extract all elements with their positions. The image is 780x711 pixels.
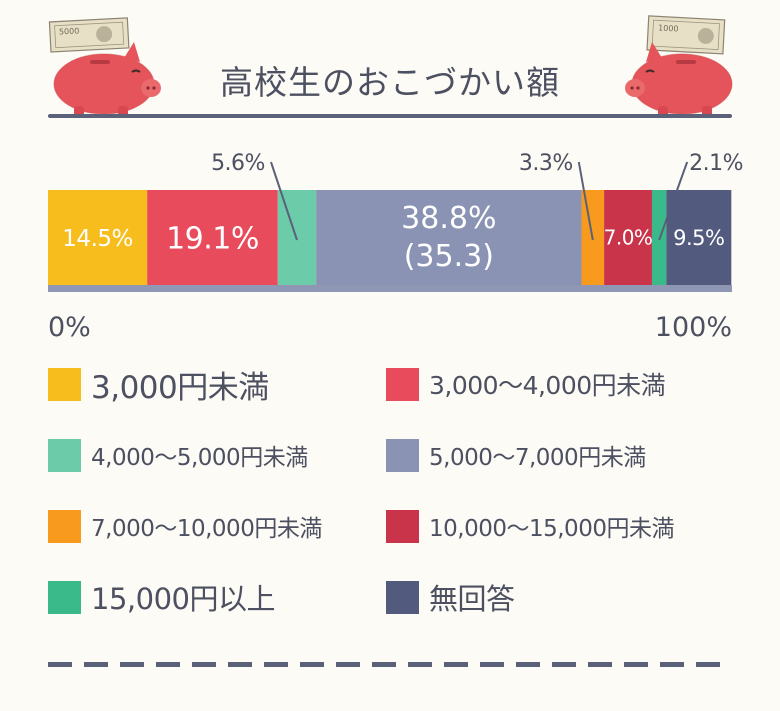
piggy-bank-right-icon: 1000	[625, 15, 733, 118]
legend-label-2: 3,000〜4,000円未満	[429, 371, 666, 400]
data-label-segment-1: 14.5%	[62, 226, 133, 252]
legend-item-6: 10,000〜15,000円未満	[386, 504, 674, 548]
bar-segment-8	[666, 190, 732, 285]
legend-label-8: 無回答	[429, 582, 515, 616]
banknote-right-value: 1000	[658, 23, 679, 33]
banknote-left-value: 5000	[59, 26, 80, 36]
banknote-left-icon: 5000	[48, 17, 130, 53]
data-label-segment-3: 5.6%	[211, 151, 265, 176]
legend-item-8: 無回答	[386, 575, 515, 619]
axis-end-label: 100%	[655, 312, 732, 343]
banknote-right-icon: 1000	[646, 15, 726, 55]
legend-swatch-3	[48, 438, 81, 472]
legend-swatch-6	[386, 509, 419, 543]
legend-label-3: 4,000〜5,000円未満	[91, 445, 308, 471]
piggy-bank-left-icon: 5000	[48, 17, 161, 118]
page-title: 高校生のおこづかい額	[220, 63, 560, 102]
bottom-dashed-divider	[48, 662, 732, 667]
legend-item-7: 15,000円以上	[48, 575, 275, 619]
legend-swatch-1	[48, 367, 81, 401]
bar-segment-2	[147, 190, 278, 285]
bar-segment-6	[604, 190, 652, 285]
legend-label-6: 10,000〜15,000円未満	[429, 516, 674, 542]
data-label-segment-4: 38.8%	[401, 201, 496, 236]
legend-swatch-7	[48, 580, 81, 614]
data-label-segment-8: 9.5%	[673, 226, 724, 250]
data-sublabel-segment-4: (35.3)	[404, 239, 494, 274]
legend-item-1: 3,000円未満	[48, 362, 269, 406]
legend-swatch-5	[48, 509, 81, 543]
stacked-bar-chart: 14.5% 19.1% 5.6% 38.8%(35.3) 3.3% 7.0% 2.1% 9.5…	[48, 151, 744, 343]
legend-item-4: 5,000〜7,000円未満	[386, 433, 646, 477]
bar-baseline	[48, 285, 732, 292]
title-divider	[48, 114, 732, 118]
data-label-segment-2: 19.1%	[166, 221, 259, 256]
legend-swatch-2	[386, 367, 419, 401]
legend-item-3: 4,000〜5,000円未満	[48, 433, 308, 477]
legend-swatch-4	[386, 438, 419, 472]
legend-label-4: 5,000〜7,000円未満	[429, 445, 646, 471]
callout-line-segment-3	[270, 161, 298, 241]
callout-line-segment-5	[577, 161, 594, 241]
data-label-segment-5: 3.3%	[519, 151, 573, 176]
legend-item-5: 7,000〜10,000円未満	[48, 504, 322, 548]
axis-start-label: 0%	[48, 312, 91, 343]
legend-swatch-8	[386, 580, 419, 614]
legend-item-2: 3,000〜4,000円未満	[386, 362, 666, 406]
data-label-segment-7: 2.1%	[689, 151, 743, 176]
bar-segment-1	[48, 190, 148, 285]
legend-label-5: 7,000〜10,000円未満	[91, 516, 322, 542]
legend-label-7: 15,000円以上	[91, 582, 275, 616]
bar-segment-4	[316, 190, 582, 285]
data-label-segment-6: 7.0%	[604, 226, 653, 250]
header: 5000 1000 高校生のおこづかい額	[0, 0, 780, 125]
legend-label-1: 3,000円未満	[91, 369, 269, 406]
